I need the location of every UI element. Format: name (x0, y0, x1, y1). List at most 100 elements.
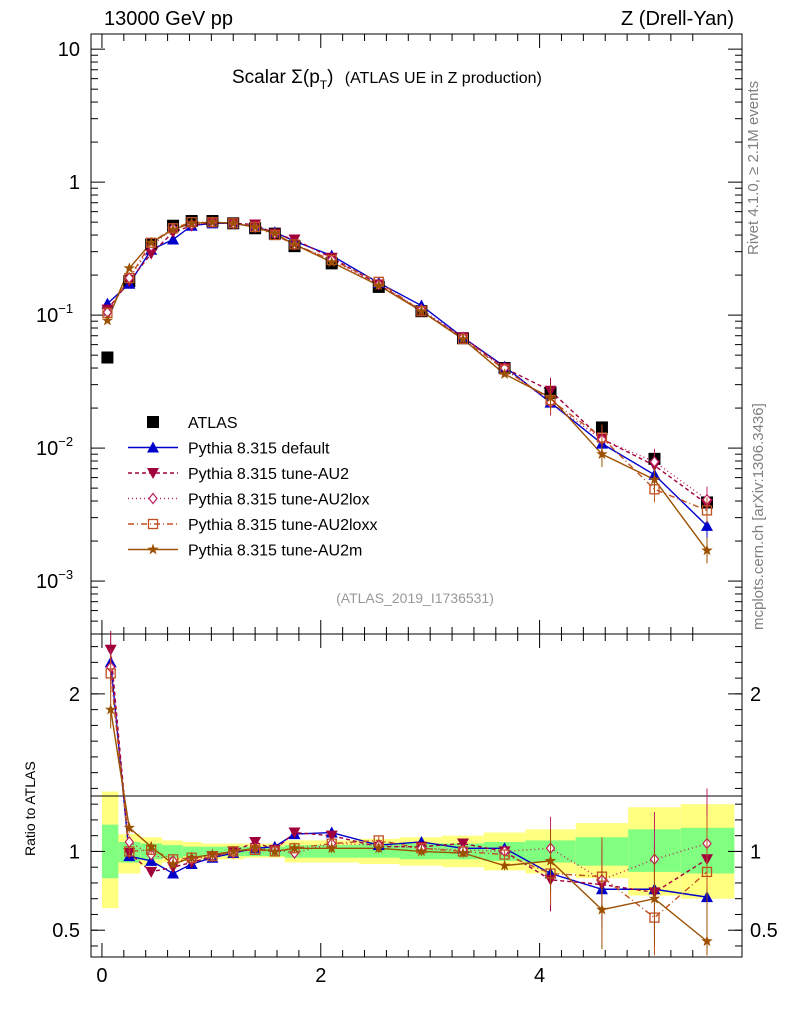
legend-label-1: Pythia 8.315 default (188, 441, 330, 458)
ratio-series-4-point (373, 842, 385, 854)
legend-marker-0 (147, 416, 159, 428)
series-5-main-point (227, 217, 239, 229)
ratio-series-4-point (648, 892, 661, 904)
green-band-bin (680, 827, 735, 874)
series-5-main-point (123, 262, 135, 274)
ratio-series-4-point (123, 821, 135, 833)
ratio-series-4-point (206, 848, 219, 860)
legend-label-4: Pythia 8.315 tune-AU2loxx (188, 517, 377, 534)
series-1-main-point (167, 233, 180, 245)
ratio-series-4-point (457, 847, 469, 858)
series-5-main-point (101, 314, 114, 326)
tick-exponent: −2 (58, 434, 73, 449)
ratio-series-3-point (105, 668, 116, 679)
ratio-series-1-point (145, 866, 158, 878)
ratio-series-3-point (701, 866, 713, 878)
series-5-main-point (457, 333, 469, 344)
tick-base: 10 (36, 571, 58, 593)
ratio-y-tick-label-right: 1 (750, 841, 761, 863)
tick-base: 10 (36, 305, 58, 327)
tick-base: 10 (58, 39, 80, 61)
series-5-main-point (498, 368, 511, 379)
series-5-main-point (596, 448, 608, 459)
ratio-y-tick-label: 1 (69, 841, 80, 863)
ratio-series-4-point (701, 935, 713, 947)
x-tick-label: 0 (96, 965, 107, 987)
ratio-y-axis-label: Ratio to ATLAS (22, 761, 38, 856)
main-title: Scalar Σ(pT) (ATLAS UE in Z production) (232, 67, 542, 92)
series-5-main-point (167, 223, 179, 235)
series-3-main-line (106, 221, 708, 501)
green-band-bin (101, 824, 119, 879)
tick-base: 10 (36, 438, 58, 460)
energy-label: 13000 GeV pp (104, 8, 233, 30)
ratio-series-4-point (544, 854, 557, 866)
ratio-y-tick-label-right: 2 (750, 684, 761, 706)
ratio-series-1-point (288, 827, 301, 839)
series-4-main-point (124, 272, 135, 284)
title-rest: (ATLAS UE in Z production) (345, 70, 542, 87)
legend-marker-4 (147, 518, 159, 530)
ratio-y-tick-label: 0.5 (52, 920, 80, 942)
series-5-main-point (373, 279, 385, 291)
ratio-series-4-point (105, 703, 117, 715)
main-y-tick-label: 10−3 (36, 567, 73, 593)
series-5-main-point (648, 473, 661, 485)
ratio-series-4-point (269, 845, 281, 857)
main-y-tick-label: 1 (69, 172, 80, 194)
ratio-series-4-point (596, 903, 608, 915)
legend-marker-2 (147, 468, 159, 479)
series-5-main-point (415, 305, 428, 317)
tick-exponent: −1 (58, 301, 73, 316)
series-5-main-point (249, 221, 261, 232)
series-5-main-point (269, 227, 281, 239)
series-markers (101, 215, 713, 956)
ratio-series-4-point (167, 858, 179, 869)
title-main-part: Scalar Σ(p (232, 67, 320, 88)
x-tick-label: 2 (315, 965, 326, 987)
ratio-series-1-point (325, 830, 338, 842)
series-4-main-point (701, 505, 713, 516)
ratio-series-4-point (498, 859, 511, 871)
ratio-series-4-point (326, 842, 338, 854)
legend-marker-5 (147, 543, 159, 555)
main-y-tick-label: 10 (58, 39, 80, 61)
series-5-main-point (288, 238, 301, 250)
series-5-main-point (186, 217, 198, 229)
green-band-bin (182, 846, 202, 857)
series-5-main-point (701, 544, 713, 556)
ratio-series-4-point (288, 842, 301, 854)
main-y-tick-label: 10−1 (36, 301, 73, 327)
series-5-main-point (544, 391, 557, 403)
legend: ATLAS Pythia 8.315 default Pythia 8.315 tu… (128, 415, 377, 560)
title-close: ) (327, 67, 333, 88)
tick-base: 1 (69, 172, 80, 194)
ratio-series-4-point (415, 845, 428, 857)
series-0-main-point (101, 351, 114, 364)
process-label: Z (Drell-Yan) (621, 8, 734, 30)
legend-label-0: ATLAS (188, 415, 238, 432)
tick-exponent: −3 (58, 567, 73, 582)
ratio-series-3-point (499, 849, 510, 860)
series-5-main-point (145, 236, 157, 248)
legend-label-2: Pythia 8.315 tune-AU2 (188, 466, 349, 483)
series-5-main-point (326, 256, 338, 268)
ratio-series-4-point (227, 845, 239, 857)
title-subscript: T (320, 78, 328, 92)
ratio-series-4-point (145, 840, 157, 852)
legend-marker-3 (148, 492, 158, 505)
ratio-y-tick-label: 2 (69, 684, 80, 706)
legend-marker-1 (147, 441, 159, 453)
legend-label-5: Pythia 8.315 tune-AU2m (188, 543, 362, 560)
series-2-main-point (145, 248, 158, 260)
ratio-series-3-point (124, 846, 135, 857)
series-5-main-point (206, 216, 219, 227)
analysis-tag: (ATLAS_2019_I1736531) (336, 590, 494, 606)
legend-label-3: Pythia 8.315 tune-AU2lox (188, 492, 369, 509)
main-y-tick-label: 10−2 (36, 434, 73, 460)
ratio-series-4-point (186, 851, 198, 863)
series-1-main-point (700, 519, 713, 531)
ratio-series-4-point (249, 842, 261, 854)
